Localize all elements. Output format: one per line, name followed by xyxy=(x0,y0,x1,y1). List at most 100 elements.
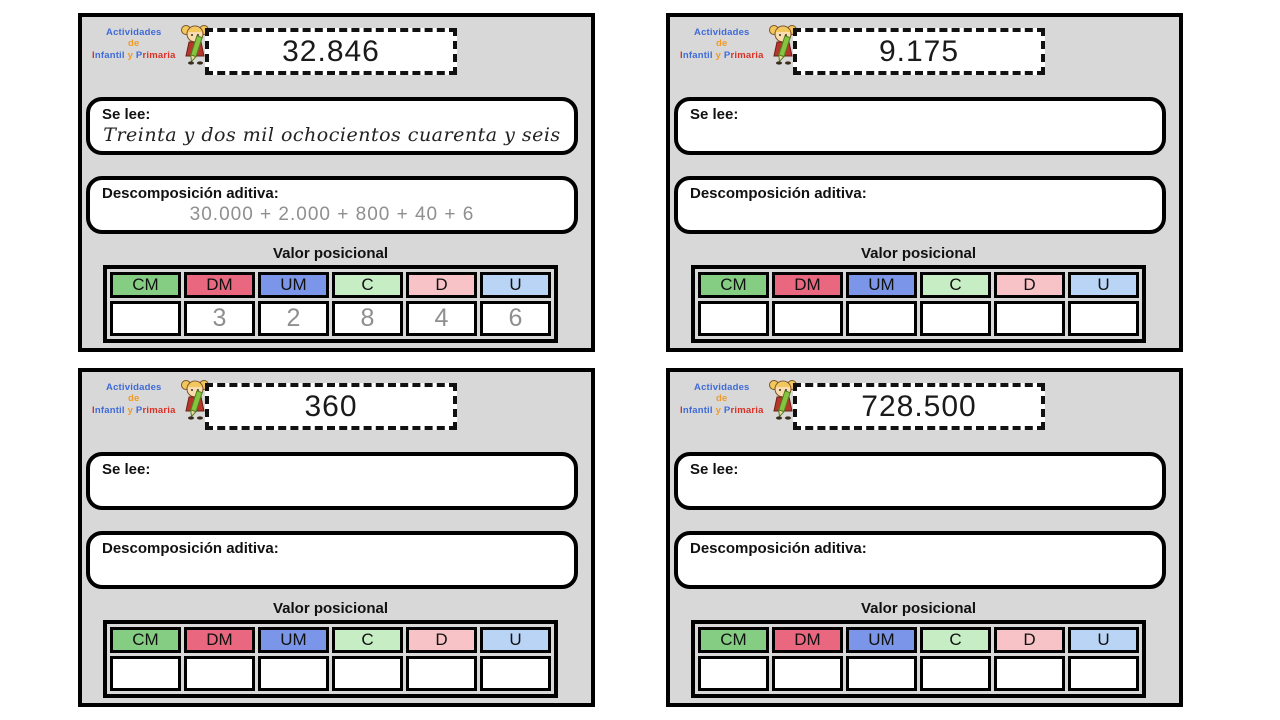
valor-posicional-title: Valor posicional xyxy=(860,245,977,262)
logo-text: Actividades de Infantil y Primaria xyxy=(92,27,176,61)
value-cell-dm[interactable]: 3 xyxy=(184,301,255,336)
se-lee-box[interactable]: Se lee: xyxy=(674,97,1166,155)
value-cell-cm[interactable] xyxy=(110,301,181,336)
valor-posicional-title: Valor posicional xyxy=(272,245,389,262)
table-header-row: CM DM UM C D U xyxy=(698,627,1139,653)
logo: Actividades de Infantil y Primaria xyxy=(92,378,211,420)
logo-word-de: de xyxy=(128,38,140,50)
header-cell-c: C xyxy=(332,272,403,298)
table-value-row xyxy=(698,301,1139,336)
logo-word-infantil-primaria: Infantil y Primaria xyxy=(680,49,764,61)
value-cell-um[interactable] xyxy=(258,656,329,691)
value-cell-c[interactable] xyxy=(920,301,991,336)
value-cell-cm[interactable] xyxy=(698,656,769,691)
valor-posicional-title: Valor posicional xyxy=(272,600,389,617)
value-cell-u[interactable] xyxy=(1068,656,1139,691)
header-cell-c: C xyxy=(920,627,991,653)
header-cell-dm: DM xyxy=(184,627,255,653)
value-cell-dm[interactable] xyxy=(184,656,255,691)
header-cell-u: U xyxy=(480,272,551,298)
number-box[interactable]: 9.175 xyxy=(793,28,1045,75)
descomposicion-label: Descomposición aditiva: xyxy=(102,185,279,202)
header-cell-dm: DM xyxy=(772,627,843,653)
logo-word-de: de xyxy=(716,393,728,405)
number-value: 9.175 xyxy=(878,34,960,68)
header-cell-d: D xyxy=(406,627,477,653)
number-box[interactable]: 728.500 xyxy=(793,383,1045,430)
value-cell-c[interactable] xyxy=(920,656,991,691)
number-box[interactable]: 360 xyxy=(205,383,457,430)
se-lee-box[interactable]: Se lee: Treinta y dos mil ochocientos cu… xyxy=(86,97,578,155)
table-value-row: 3 2 8 4 6 xyxy=(110,301,551,336)
header-cell-um: UM xyxy=(846,627,917,653)
worksheet-card-2: Actividades de Infantil y Primaria 9.175… xyxy=(666,13,1183,352)
number-value: 360 xyxy=(304,389,358,423)
value-cell-um[interactable] xyxy=(846,656,917,691)
header-cell-d: D xyxy=(994,627,1065,653)
place-value-table: CM DM UM C D U 3 2 8 4 6 xyxy=(103,265,558,343)
table-value-row xyxy=(110,656,551,691)
worksheet-card-3: Actividades de Infantil y Primaria 360 S… xyxy=(78,368,595,707)
value-cell-cm[interactable] xyxy=(698,301,769,336)
place-value-table: CM DM UM C D U xyxy=(103,620,558,698)
logo-word-infantil-primaria: Infantil y Primaria xyxy=(92,404,176,416)
se-lee-box[interactable]: Se lee: xyxy=(86,452,578,510)
value-cell-dm[interactable] xyxy=(772,301,843,336)
header-cell-u: U xyxy=(1068,272,1139,298)
value-cell-d[interactable]: 4 xyxy=(406,301,477,336)
se-lee-label: Se lee: xyxy=(690,106,739,123)
se-lee-answer: Treinta y dos mil ochocientos cuarenta y… xyxy=(103,124,561,146)
header-cell-cm: CM xyxy=(698,272,769,298)
se-lee-box[interactable]: Se lee: xyxy=(674,452,1166,510)
header-cell-u: U xyxy=(1068,627,1139,653)
header-cell-d: D xyxy=(406,272,477,298)
descomposicion-label: Descomposición aditiva: xyxy=(690,185,867,202)
value-cell-c[interactable]: 8 xyxy=(332,301,403,336)
logo-word-infantil-primaria: Infantil y Primaria xyxy=(680,404,764,416)
value-cell-d[interactable] xyxy=(994,301,1065,336)
table-header-row: CM DM UM C D U xyxy=(110,627,551,653)
worksheet-card-1: Actividades de Infantil y Primaria 32.84… xyxy=(78,13,595,352)
number-value: 32.846 xyxy=(282,34,380,68)
number-box[interactable]: 32.846 xyxy=(205,28,457,75)
logo-word-infantil-primaria: Infantil y Primaria xyxy=(92,49,176,61)
value-cell-c[interactable] xyxy=(332,656,403,691)
logo-kid-pencil-icon xyxy=(180,380,209,420)
number-value: 728.500 xyxy=(861,389,977,423)
header-cell-u: U xyxy=(480,627,551,653)
valor-posicional-title: Valor posicional xyxy=(860,600,977,617)
value-cell-um[interactable] xyxy=(846,301,917,336)
value-cell-d[interactable] xyxy=(994,656,1065,691)
logo: Actividades de Infantil y Primaria xyxy=(680,23,799,65)
value-cell-d[interactable] xyxy=(406,656,477,691)
header-cell-dm: DM xyxy=(772,272,843,298)
logo-word-actividades: Actividades xyxy=(106,381,162,393)
descomposicion-box[interactable]: Descomposición aditiva: xyxy=(674,176,1166,234)
value-cell-u[interactable] xyxy=(1068,301,1139,336)
descomposicion-label: Descomposición aditiva: xyxy=(102,540,279,557)
logo: Actividades de Infantil y Primaria xyxy=(680,378,799,420)
descomposicion-box[interactable]: Descomposición aditiva: 30.000 + 2.000 +… xyxy=(86,176,578,234)
worksheet-card-4: Actividades de Infantil y Primaria 728.5… xyxy=(666,368,1183,707)
descomposicion-box[interactable]: Descomposición aditiva: xyxy=(674,531,1166,589)
logo: Actividades de Infantil y Primaria xyxy=(92,23,211,65)
value-cell-um[interactable]: 2 xyxy=(258,301,329,336)
value-cell-u[interactable]: 6 xyxy=(480,301,551,336)
logo-word-de: de xyxy=(128,393,140,405)
value-cell-dm[interactable] xyxy=(772,656,843,691)
se-lee-label: Se lee: xyxy=(690,461,739,478)
descomposicion-label: Descomposición aditiva: xyxy=(690,540,867,557)
header-cell-cm: CM xyxy=(110,627,181,653)
descomposicion-answer: 30.000 + 2.000 + 800 + 40 + 6 xyxy=(189,204,475,225)
value-cell-u[interactable] xyxy=(480,656,551,691)
table-header-row: CM DM UM C D U xyxy=(110,272,551,298)
place-value-table: CM DM UM C D U xyxy=(691,265,1146,343)
header-cell-c: C xyxy=(920,272,991,298)
logo-kid-pencil-icon xyxy=(768,380,797,420)
logo-word-actividades: Actividades xyxy=(694,26,750,38)
header-cell-um: UM xyxy=(258,627,329,653)
value-cell-cm[interactable] xyxy=(110,656,181,691)
descomposicion-box[interactable]: Descomposición aditiva: xyxy=(86,531,578,589)
header-cell-c: C xyxy=(332,627,403,653)
header-cell-cm: CM xyxy=(110,272,181,298)
